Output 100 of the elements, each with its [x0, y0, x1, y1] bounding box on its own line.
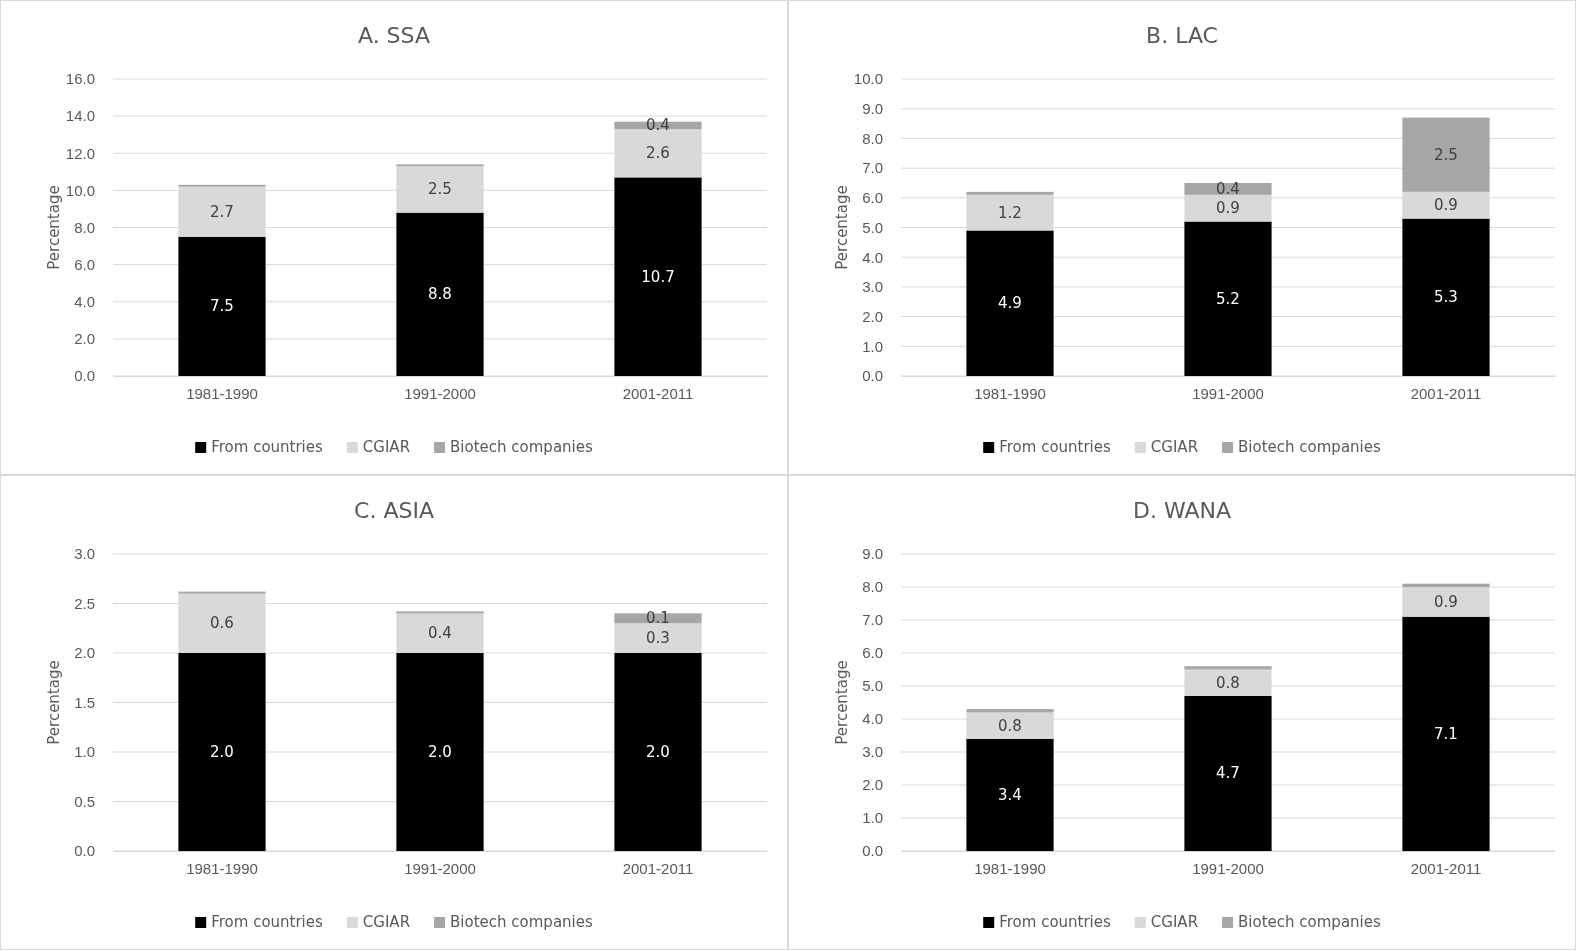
y-tick-label: 10.0	[65, 181, 95, 199]
y-tick-label: 2.0	[862, 776, 883, 794]
bar	[396, 653, 484, 851]
chart-title: A. SSA	[357, 23, 431, 48]
bar	[1184, 666, 1272, 670]
data-label: 0.3	[646, 629, 670, 648]
data-label: 2.0	[428, 743, 452, 761]
chart-title: C. ASIA	[354, 498, 434, 523]
bar	[1184, 221, 1272, 376]
data-label: 4.7	[1216, 764, 1240, 783]
bar	[1402, 218, 1490, 376]
data-label: 2.6	[646, 144, 670, 163]
y-tick-label: 9.0	[862, 100, 883, 117]
bar	[1184, 695, 1272, 851]
bar	[1402, 117, 1490, 192]
x-tick-label: 1981-1990	[186, 859, 258, 877]
data-label: 2.5	[428, 180, 452, 199]
y-tick-label: 4.0	[74, 293, 95, 311]
chart-title: D. WANA	[1132, 498, 1232, 523]
legend-label: From countries	[211, 913, 324, 931]
legend-label: CGIAR	[1150, 438, 1199, 456]
y-tick-label: 0.0	[862, 367, 883, 385]
y-tick-label: 1.5	[74, 693, 95, 711]
data-label: 1.2	[998, 203, 1022, 222]
y-tick-label: 8.0	[74, 218, 95, 236]
legend-label: Biotech companies	[1238, 913, 1381, 931]
x-tick-label: 1981-1990	[974, 384, 1046, 402]
y-tick-label: 3.0	[862, 278, 883, 296]
y-tick-label: 6.0	[862, 189, 883, 207]
bar	[966, 738, 1054, 851]
y-tick-label: 14.0	[65, 107, 95, 125]
legend-label: Biotech companies	[450, 913, 593, 931]
data-label: 0.1	[646, 609, 670, 628]
x-tick-label: 1991-2000	[404, 384, 476, 402]
y-tick-label: 7.0	[862, 611, 883, 629]
y-axis-title: Percentage	[833, 660, 851, 745]
data-label: 7.1	[1434, 724, 1458, 743]
y-tick-label: 5.0	[862, 218, 883, 236]
legend-label: From countries	[999, 913, 1112, 931]
legend-label: Biotech companies	[450, 438, 593, 456]
y-tick-label: 16.0	[65, 70, 95, 88]
y-tick-label: 6.0	[862, 644, 883, 662]
legend-label: From countries	[999, 438, 1112, 456]
y-tick-label: 5.0	[862, 677, 883, 695]
bar	[1402, 616, 1490, 851]
y-tick-label: 1.0	[862, 809, 883, 827]
legend-label: Biotech companies	[1238, 438, 1381, 456]
data-label: 8.8	[428, 285, 452, 304]
bar	[966, 191, 1054, 195]
y-tick-label: 0.5	[74, 792, 95, 810]
chart-title: B. LAC	[1146, 23, 1218, 48]
y-tick-label: 0.0	[74, 842, 95, 860]
data-label: 0.8	[1216, 673, 1240, 692]
y-tick-label: 2.0	[74, 330, 95, 348]
bar	[1184, 182, 1272, 195]
y-tick-label: 0.0	[74, 367, 95, 385]
data-label: 2.0	[646, 743, 670, 761]
y-tick-label: 8.0	[862, 129, 883, 147]
y-tick-label: 12.0	[65, 144, 95, 162]
data-label: 0.9	[1434, 196, 1458, 215]
x-tick-label: 1981-1990	[974, 859, 1046, 877]
y-tick-label: 1.0	[862, 337, 883, 355]
data-label: 0.8	[998, 716, 1022, 735]
y-tick-label: 2.5	[74, 594, 95, 612]
y-tick-label: 7.0	[862, 159, 883, 177]
y-tick-label: 0.0	[862, 842, 883, 860]
data-label: 0.9	[1216, 199, 1240, 218]
x-tick-label: 2001-2011	[622, 859, 694, 877]
y-tick-label: 3.0	[74, 545, 95, 563]
bar	[396, 212, 484, 376]
x-tick-label: 1991-2000	[404, 859, 476, 877]
bar	[614, 613, 702, 624]
y-tick-label: 2.0	[74, 644, 95, 662]
legend-label: CGIAR	[1150, 913, 1199, 931]
y-tick-label: 8.0	[862, 578, 883, 596]
data-label: 0.4	[1216, 179, 1240, 198]
x-tick-label: 1991-2000	[1192, 859, 1264, 877]
bar	[966, 709, 1054, 713]
data-label: 0.4	[428, 624, 452, 643]
bar	[178, 236, 266, 376]
data-label: 7.5	[210, 297, 234, 316]
data-label: 0.9	[1434, 592, 1458, 611]
y-tick-label: 2.0	[862, 307, 883, 325]
data-label: 0.4	[646, 116, 670, 135]
bar	[1402, 583, 1490, 587]
x-tick-label: 2001-2011	[1410, 384, 1482, 402]
data-label: 4.9	[998, 294, 1022, 313]
data-label: 10.7	[641, 267, 675, 286]
data-label: 3.4	[998, 785, 1022, 804]
y-axis-title: Percentage	[833, 185, 851, 270]
x-tick-label: 1981-1990	[186, 384, 258, 402]
legend-label: From countries	[211, 438, 324, 456]
data-label: 2.5	[1434, 145, 1458, 164]
data-label: 5.3	[1434, 288, 1458, 307]
y-tick-label: 1.0	[74, 743, 95, 761]
legend-label: CGIAR	[362, 913, 411, 931]
bar	[614, 177, 702, 376]
y-tick-label: 4.0	[862, 710, 883, 728]
y-tick-label: 6.0	[74, 255, 95, 273]
y-axis-title: Percentage	[45, 660, 63, 745]
